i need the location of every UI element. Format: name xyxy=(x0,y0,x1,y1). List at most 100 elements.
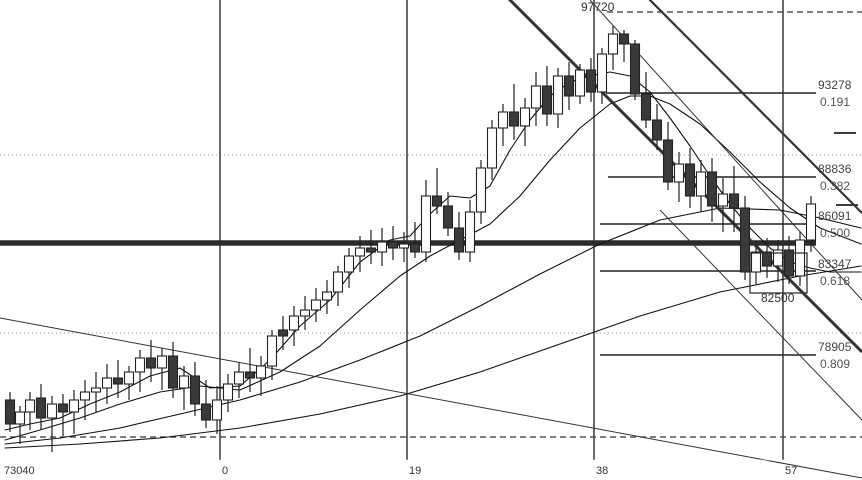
candle-body-down xyxy=(629,43,641,95)
candle-body-up xyxy=(673,163,685,183)
candle-body-down xyxy=(365,247,377,253)
candle-body-up xyxy=(794,239,806,277)
candle-body-up xyxy=(486,127,498,169)
candle-body-up xyxy=(750,251,762,273)
x-tick-label-19: 19 xyxy=(409,465,422,477)
candle-body-up xyxy=(266,335,278,367)
consolidation-box xyxy=(749,252,808,294)
candle-body-down xyxy=(145,357,157,369)
ma-longest-line xyxy=(4,265,862,449)
consolidation-rectangle xyxy=(749,252,808,294)
candle-body-down xyxy=(200,403,212,421)
axis-corner-label: 73040 xyxy=(4,465,35,477)
candle-body-down xyxy=(563,75,575,97)
candle-body-down xyxy=(585,69,597,93)
candle-body-up xyxy=(343,255,355,273)
x-tick-label-38: 38 xyxy=(596,465,609,477)
candle-body-up xyxy=(552,75,564,115)
x-tick-label-0: 0 xyxy=(222,465,229,477)
candle-body-up xyxy=(233,371,245,385)
trend-line-uptrend-lower xyxy=(0,317,862,479)
peak-price-annotation: 97720 xyxy=(581,0,615,14)
fib-label-0500: 0.500 xyxy=(820,226,851,240)
price-label-88836: 88836 xyxy=(818,162,852,176)
candle-body-down xyxy=(618,33,630,45)
fib-label-0382: 0.382 xyxy=(820,179,851,193)
price-label-86091: 86091 xyxy=(818,209,852,223)
candle-body-down xyxy=(739,207,751,273)
candle-body-up xyxy=(596,53,608,93)
candle-body-up xyxy=(772,249,784,267)
candle-body-up xyxy=(211,399,223,421)
x-tick-label-57: 57 xyxy=(785,465,798,477)
fibonacci-level-lines xyxy=(600,92,858,356)
candle-body-up xyxy=(46,403,58,419)
candle-body-up xyxy=(68,399,80,413)
candle-body-up xyxy=(310,299,322,311)
candle-body-down xyxy=(442,205,454,229)
candle-body-up xyxy=(607,33,619,55)
candle-body-down xyxy=(387,241,399,249)
candle-body-up xyxy=(134,357,146,373)
trend-line-downtrend-lower xyxy=(659,209,862,421)
candle-body-down xyxy=(640,93,652,121)
candle-body-down xyxy=(431,195,443,207)
candle-body-down xyxy=(112,377,124,385)
candle-body-up xyxy=(574,69,586,97)
candle-body-up xyxy=(178,375,190,389)
candle-body-up xyxy=(519,107,531,127)
candle-body-up xyxy=(475,167,487,213)
candle-body-up xyxy=(90,387,102,393)
price-label-93278: 93278 xyxy=(818,78,852,92)
candle-body-down xyxy=(684,163,696,197)
candle-body-up xyxy=(255,365,267,379)
dashed-reference-lines xyxy=(0,11,862,438)
vertical-gridlines xyxy=(219,0,784,460)
candle-body-up xyxy=(288,315,300,331)
candle-body-up xyxy=(14,411,26,425)
candle-body-down xyxy=(651,119,663,141)
candle-body-up xyxy=(79,391,91,401)
price-label-78905: 78905 xyxy=(818,340,852,354)
candle-body-up xyxy=(24,399,36,413)
candle-body-down xyxy=(35,397,47,419)
fib-label-0191: 0.191 xyxy=(820,95,851,109)
candle-body-up xyxy=(376,241,388,253)
candle-body-up xyxy=(398,243,410,249)
candle-body-down xyxy=(706,171,718,207)
candle-body-down xyxy=(728,193,740,209)
candle-body-down xyxy=(277,329,289,337)
ma-mid-line xyxy=(4,95,862,441)
candle-body-down xyxy=(508,111,520,127)
candle-body-up xyxy=(156,355,168,369)
candle-body-down xyxy=(453,227,465,253)
candle-body-up xyxy=(332,271,344,293)
candle-body-up xyxy=(717,193,729,207)
candle-body-up xyxy=(354,247,366,257)
candle-body-up xyxy=(497,111,509,129)
candle-body-down xyxy=(541,85,553,115)
box-price-annotation: 82500 xyxy=(761,291,795,305)
candle-body-up xyxy=(299,309,311,317)
candle-body-up xyxy=(695,171,707,197)
candle-body-down xyxy=(409,243,421,253)
fib-label-0618: 0.618 xyxy=(820,274,851,288)
fib-label-0809: 0.809 xyxy=(820,357,851,371)
candle-body-up xyxy=(321,291,333,301)
candle-body-down xyxy=(189,375,201,405)
candle-body-down xyxy=(244,371,256,379)
candle-body-up xyxy=(420,195,432,253)
candle-body-down xyxy=(662,139,674,183)
price-label-83347: 83347 xyxy=(818,257,852,271)
candle-body-up xyxy=(805,203,817,241)
candle-body-down xyxy=(57,403,69,413)
candle-body-up xyxy=(222,383,234,401)
candle-body-up xyxy=(530,85,542,109)
moving-average-lines xyxy=(4,71,862,449)
candle-body-down xyxy=(761,251,773,267)
candle-body-down xyxy=(4,399,16,425)
candlestick-series xyxy=(4,26,817,452)
candle-body-up xyxy=(464,211,476,253)
